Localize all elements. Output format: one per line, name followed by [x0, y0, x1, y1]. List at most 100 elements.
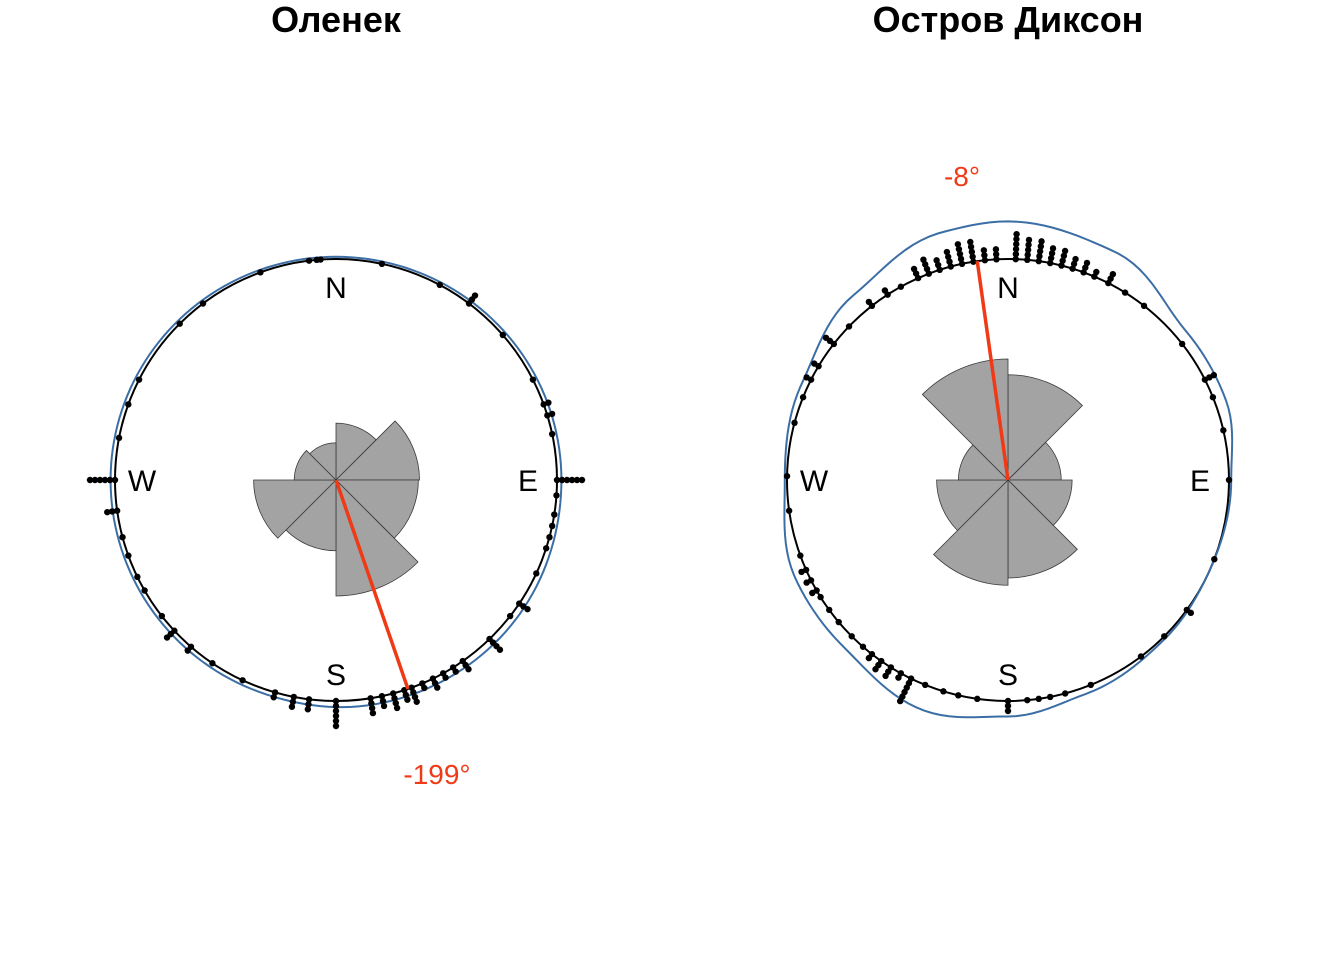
observation-point [1058, 262, 1065, 269]
observation-point [163, 634, 171, 641]
mean-direction [334, 479, 410, 690]
observation-point [1012, 245, 1020, 253]
observation-point [992, 246, 1000, 253]
rose-sector [309, 442, 337, 481]
compass-north-label: N [325, 272, 347, 305]
observation-point [1178, 340, 1186, 348]
observation-point [822, 334, 830, 341]
compass-south-label: S [326, 659, 346, 692]
observation-point [135, 376, 143, 383]
observation-point [553, 476, 561, 484]
mean-angle-label: -8° [944, 161, 980, 192]
observation-point [141, 587, 148, 594]
observation-point [305, 701, 312, 708]
observation-point [882, 672, 889, 680]
observation-point [1187, 609, 1195, 617]
observation-point [799, 394, 807, 401]
observation-point [865, 298, 873, 306]
observation-point [811, 360, 818, 367]
observation-point [1025, 236, 1033, 244]
observation-point [1140, 302, 1148, 310]
observation-point [1035, 695, 1042, 703]
observation-point [1072, 255, 1079, 263]
observation-point [1211, 556, 1218, 563]
observation-point [305, 696, 313, 703]
observation-point [115, 434, 123, 442]
rose-sector [936, 479, 1009, 532]
observation-point [125, 552, 132, 559]
observation-point [573, 476, 581, 484]
observation-point [125, 401, 132, 408]
rose-sector [921, 358, 1009, 481]
observation-point [967, 243, 975, 251]
observation-point [434, 684, 441, 691]
observation-point [791, 419, 798, 426]
observation-point [803, 374, 810, 381]
observation-point [1061, 247, 1069, 255]
observation-point [896, 697, 904, 705]
observation-point [967, 238, 974, 246]
observation-point [993, 256, 1000, 263]
observation-point [317, 256, 324, 263]
observation-point [865, 654, 873, 662]
observation-point [1161, 633, 1168, 640]
rose-sector [293, 449, 337, 481]
observation-point [1004, 697, 1012, 705]
observation-point [452, 668, 459, 675]
compass-west-label: W [800, 465, 829, 498]
observation-point [946, 258, 953, 265]
observation-point [257, 269, 264, 276]
observation-point [96, 476, 104, 484]
observation-points [783, 230, 1233, 715]
compass-east-label: E [518, 465, 538, 498]
observation-point [955, 245, 963, 253]
observation-point [1093, 268, 1100, 276]
mean-direction-line [975, 260, 1010, 481]
observation-point [826, 606, 833, 614]
observation-point [783, 472, 791, 480]
observation-point [956, 250, 964, 258]
observation-point [499, 331, 506, 339]
observation-point [332, 697, 340, 705]
observation-point [378, 692, 386, 700]
observation-point [184, 647, 191, 654]
observation-point [897, 283, 905, 290]
observation-point [1013, 230, 1020, 238]
observation-point [1046, 693, 1054, 701]
observation-point [910, 265, 918, 273]
observation-point [529, 376, 537, 383]
observation-point [91, 476, 99, 484]
observation-point [1137, 653, 1145, 660]
rose-sector [335, 479, 419, 539]
observation-point [1012, 255, 1019, 263]
observation-point [290, 693, 298, 701]
observation-point [332, 707, 340, 715]
observation-point [1013, 235, 1020, 243]
observation-point [545, 399, 552, 406]
observation-point [390, 690, 397, 697]
rose-sector [335, 479, 419, 597]
observation-point [563, 476, 571, 484]
observation-point [945, 253, 952, 261]
observation-point [393, 704, 401, 712]
observation-point [442, 674, 449, 681]
density-curve [783, 220, 1234, 719]
observation-point [785, 507, 793, 514]
observation-point [548, 522, 556, 530]
observation-point [209, 660, 216, 667]
observation-point [239, 677, 246, 684]
observation-point [947, 263, 954, 270]
observation-point [558, 476, 566, 484]
observation-point [1109, 270, 1117, 278]
observation-point [1024, 256, 1031, 264]
compass-south-label: S [998, 659, 1018, 692]
observation-point [379, 697, 387, 705]
observation-point [332, 702, 340, 710]
observation-point [304, 706, 312, 713]
observation-point [798, 568, 805, 576]
observation-point [542, 545, 550, 552]
observation-point [524, 605, 531, 613]
observation-point [1087, 681, 1094, 689]
observation-point [974, 695, 981, 703]
observation-point [551, 511, 558, 518]
